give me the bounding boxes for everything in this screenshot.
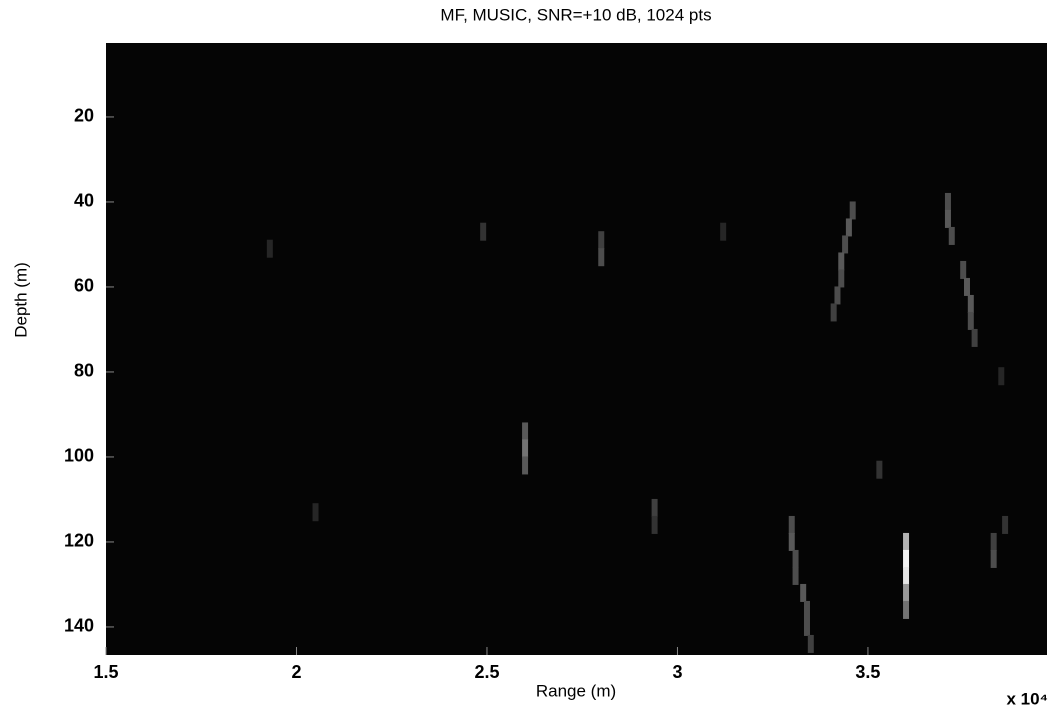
x-tick-label: 1.5 bbox=[93, 662, 118, 682]
heat-cell bbox=[998, 367, 1005, 386]
heat-cell bbox=[312, 503, 319, 522]
heat-cell bbox=[834, 286, 841, 305]
heat-cell bbox=[522, 439, 529, 458]
y-tick-label: 120 bbox=[64, 531, 94, 551]
heat-cell bbox=[522, 422, 529, 441]
y-tick-label: 80 bbox=[74, 361, 94, 381]
heat-cell bbox=[903, 566, 910, 585]
heat-cell bbox=[903, 549, 910, 568]
heat-cell bbox=[845, 218, 852, 237]
x-multiplier: x 10⁴ bbox=[1007, 689, 1049, 708]
heat-cell bbox=[803, 617, 810, 636]
heat-cell bbox=[960, 260, 967, 279]
y-tick-label: 140 bbox=[64, 616, 94, 636]
heat-cell bbox=[944, 209, 951, 228]
y-tick-label: 100 bbox=[64, 446, 94, 466]
chart-title: MF, MUSIC, SNR=+10 dB, 1024 pts bbox=[440, 5, 711, 24]
y-tick-label: 60 bbox=[74, 276, 94, 296]
heat-cell bbox=[963, 277, 970, 296]
heat-cell bbox=[903, 532, 910, 551]
heat-cell bbox=[720, 222, 727, 241]
y-axis-label: Depth (m) bbox=[11, 262, 30, 338]
x-tick-label: 3 bbox=[672, 662, 682, 682]
heat-cell bbox=[944, 192, 951, 211]
heat-cell bbox=[990, 532, 997, 551]
heat-cell bbox=[800, 583, 807, 602]
heat-cell bbox=[830, 303, 837, 322]
x-tick-label: 2 bbox=[291, 662, 301, 682]
heat-cell bbox=[651, 498, 658, 517]
heat-cell bbox=[838, 269, 845, 288]
heat-cell bbox=[598, 248, 605, 267]
heat-cell bbox=[967, 294, 974, 313]
heat-cell bbox=[792, 549, 799, 568]
heat-cell bbox=[971, 328, 978, 347]
x-axis-label: Range (m) bbox=[536, 681, 616, 700]
heat-cell bbox=[788, 515, 795, 534]
heat-cell bbox=[792, 566, 799, 585]
heat-cell bbox=[990, 549, 997, 568]
heat-cell bbox=[903, 583, 910, 602]
heat-cell bbox=[903, 600, 910, 619]
heat-cell bbox=[598, 231, 605, 250]
heat-cell bbox=[849, 201, 856, 220]
heat-cell bbox=[948, 226, 955, 245]
heat-cell bbox=[803, 600, 810, 619]
heat-cell bbox=[788, 532, 795, 551]
heat-cell bbox=[522, 456, 529, 475]
y-tick-label: 20 bbox=[74, 106, 94, 126]
heat-cell bbox=[480, 222, 487, 241]
heat-cell bbox=[266, 239, 273, 258]
heat-cell bbox=[842, 235, 849, 254]
plot-area bbox=[106, 43, 1047, 655]
heat-cell bbox=[838, 252, 845, 271]
heat-cell bbox=[876, 460, 883, 479]
heat-cell bbox=[651, 515, 658, 534]
y-tick-label: 40 bbox=[74, 191, 94, 211]
x-tick-label: 3.5 bbox=[855, 662, 880, 682]
heat-cell bbox=[1002, 515, 1009, 534]
heat-cell bbox=[967, 311, 974, 330]
heat-cell bbox=[807, 634, 814, 653]
x-tick-label: 2.5 bbox=[474, 662, 499, 682]
